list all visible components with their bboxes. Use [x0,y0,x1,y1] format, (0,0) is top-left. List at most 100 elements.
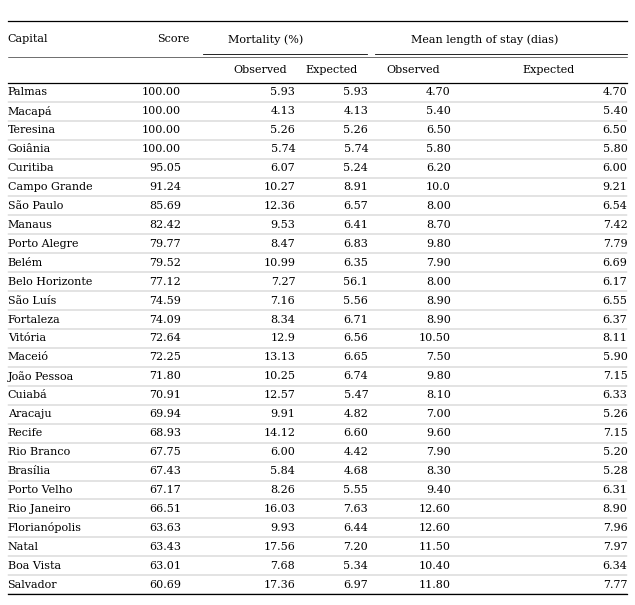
Text: 82.42: 82.42 [149,220,181,230]
Text: 5.84: 5.84 [271,466,295,476]
Text: 6.07: 6.07 [271,163,295,173]
Text: 6.69: 6.69 [603,258,627,268]
Text: 9.80: 9.80 [426,239,451,249]
Text: 7.97: 7.97 [603,541,627,552]
Text: 6.54: 6.54 [603,201,627,211]
Text: 7.42: 7.42 [603,220,627,230]
Text: 7.20: 7.20 [344,541,368,552]
Text: Score: Score [157,34,190,44]
Text: 5.26: 5.26 [271,125,295,136]
Text: Observed: Observed [386,65,439,75]
Text: 6.17: 6.17 [603,276,627,287]
Text: 7.00: 7.00 [426,409,451,419]
Text: 4.13: 4.13 [271,106,295,116]
Text: 10.27: 10.27 [264,182,295,192]
Text: 12.9: 12.9 [271,333,295,344]
Text: 12.36: 12.36 [264,201,295,211]
Text: 16.03: 16.03 [264,504,295,514]
Text: 69.94: 69.94 [149,409,181,419]
Text: 4.13: 4.13 [344,106,368,116]
Text: 74.09: 74.09 [149,315,181,324]
Text: 9.40: 9.40 [426,485,451,495]
Text: 66.51: 66.51 [149,504,181,514]
Text: 6.20: 6.20 [426,163,451,173]
Text: Macapá: Macapá [8,106,52,117]
Text: 5.26: 5.26 [344,125,368,136]
Text: 5.55: 5.55 [344,485,368,495]
Text: 68.93: 68.93 [149,428,181,438]
Text: 5.93: 5.93 [271,87,295,97]
Text: 12.60: 12.60 [419,523,451,533]
Text: 4.70: 4.70 [426,87,451,97]
Text: 6.34: 6.34 [603,561,627,571]
Text: 100.00: 100.00 [142,144,181,154]
Text: São Luís: São Luís [8,296,56,306]
Text: 4.42: 4.42 [344,447,368,457]
Text: Cuiabá: Cuiabá [8,390,48,401]
Text: 7.16: 7.16 [271,296,295,306]
Text: 7.15: 7.15 [603,428,627,438]
Text: 7.27: 7.27 [271,276,295,287]
Text: 7.90: 7.90 [426,258,451,268]
Text: 6.55: 6.55 [603,296,627,306]
Text: 7.68: 7.68 [271,561,295,571]
Text: Maceió: Maceió [8,353,49,362]
Text: Curitiba: Curitiba [8,163,54,173]
Text: 6.35: 6.35 [344,258,368,268]
Text: 74.59: 74.59 [149,296,181,306]
Text: 5.56: 5.56 [344,296,368,306]
Text: 60.69: 60.69 [149,580,181,590]
Text: 9.21: 9.21 [603,182,627,192]
Text: 6.65: 6.65 [344,353,368,362]
Text: 5.74: 5.74 [271,144,295,154]
Text: 10.40: 10.40 [419,561,451,571]
Text: 5.40: 5.40 [603,106,627,116]
Text: Campo Grande: Campo Grande [8,182,92,192]
Text: Rio Janeiro: Rio Janeiro [8,504,70,514]
Text: 7.96: 7.96 [603,523,627,533]
Text: 8.26: 8.26 [271,485,295,495]
Text: 6.41: 6.41 [344,220,368,230]
Text: 8.90: 8.90 [426,296,451,306]
Text: 10.25: 10.25 [264,371,295,381]
Text: 8.90: 8.90 [426,315,451,324]
Text: 63.63: 63.63 [149,523,181,533]
Text: Fortaleza: Fortaleza [8,315,60,324]
Text: 7.77: 7.77 [603,580,627,590]
Text: 6.50: 6.50 [426,125,451,136]
Text: 5.24: 5.24 [344,163,368,173]
Text: 12.60: 12.60 [419,504,451,514]
Text: 6.37: 6.37 [603,315,627,324]
Text: 8.34: 8.34 [271,315,295,324]
Text: 8.30: 8.30 [426,466,451,476]
Text: 8.10: 8.10 [426,390,451,401]
Text: Salvador: Salvador [8,580,57,590]
Text: 100.00: 100.00 [142,87,181,97]
Text: 6.97: 6.97 [344,580,368,590]
Text: 71.80: 71.80 [149,371,181,381]
Text: Rio Branco: Rio Branco [8,447,70,457]
Text: 67.75: 67.75 [149,447,181,457]
Text: 72.25: 72.25 [149,353,181,362]
Text: Recife: Recife [8,428,43,438]
Text: 70.91: 70.91 [149,390,181,401]
Text: Vitória: Vitória [8,333,46,344]
Text: 100.00: 100.00 [142,125,181,136]
Text: 11.80: 11.80 [419,580,451,590]
Text: 67.17: 67.17 [149,485,181,495]
Text: 8.91: 8.91 [344,182,368,192]
Text: 13.13: 13.13 [264,353,295,362]
Text: 7.50: 7.50 [426,353,451,362]
Text: 8.00: 8.00 [426,201,451,211]
Text: 6.00: 6.00 [603,163,627,173]
Text: 5.80: 5.80 [426,144,451,154]
Text: 17.56: 17.56 [264,541,295,552]
Text: 10.50: 10.50 [419,333,451,344]
Text: 8.90: 8.90 [603,504,627,514]
Text: 7.63: 7.63 [344,504,368,514]
Text: 9.93: 9.93 [271,523,295,533]
Text: 6.74: 6.74 [344,371,368,381]
Text: 7.90: 7.90 [426,447,451,457]
Text: Natal: Natal [8,541,39,552]
Text: 9.60: 9.60 [426,428,451,438]
